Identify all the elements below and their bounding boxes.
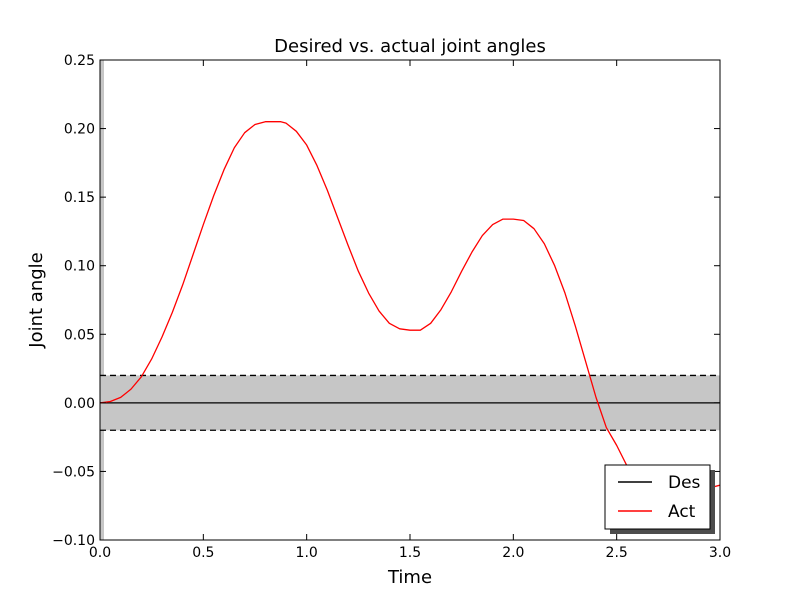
y-tick-label: 0.25 xyxy=(64,53,95,69)
y-tick-label: 0.10 xyxy=(64,259,95,275)
x-tick-label: 0.0 xyxy=(89,545,111,561)
x-axis-title: Time xyxy=(387,567,432,588)
x-tick-label: 0.5 xyxy=(192,545,214,561)
chart-title: Desired vs. actual joint angles xyxy=(274,36,546,57)
plot-area xyxy=(100,60,720,540)
legend-label-des: Des xyxy=(668,473,701,493)
y-axis-title: Joint angle xyxy=(26,252,47,348)
y-tick-label: 0.15 xyxy=(64,190,95,206)
legend-box xyxy=(604,464,711,530)
x-tick-label: 1.5 xyxy=(399,545,421,561)
x-tick-label: 2.5 xyxy=(606,545,628,561)
y-tick-label: −0.10 xyxy=(52,533,95,549)
x-tick-label: 3.0 xyxy=(709,545,731,561)
axis-ticks: 0.0 0.5 1.0 1.5 2.0 2.5 3.0 −0.10 −0.05 0.00 0.05 0… xyxy=(52,53,731,561)
y-tick-label: 0.00 xyxy=(64,396,95,412)
y-tick-label: −0.05 xyxy=(52,464,95,480)
legend: Des Act xyxy=(604,464,715,534)
x-tick-label: 1.0 xyxy=(296,545,318,561)
tolerance-band-edge xyxy=(100,60,104,540)
x-tick-label: 2.0 xyxy=(502,545,524,561)
y-tick-label: 0.05 xyxy=(64,327,95,343)
y-tick-label: 0.20 xyxy=(64,122,95,138)
legend-label-act: Act xyxy=(668,502,696,522)
series-line-act xyxy=(100,121,720,496)
